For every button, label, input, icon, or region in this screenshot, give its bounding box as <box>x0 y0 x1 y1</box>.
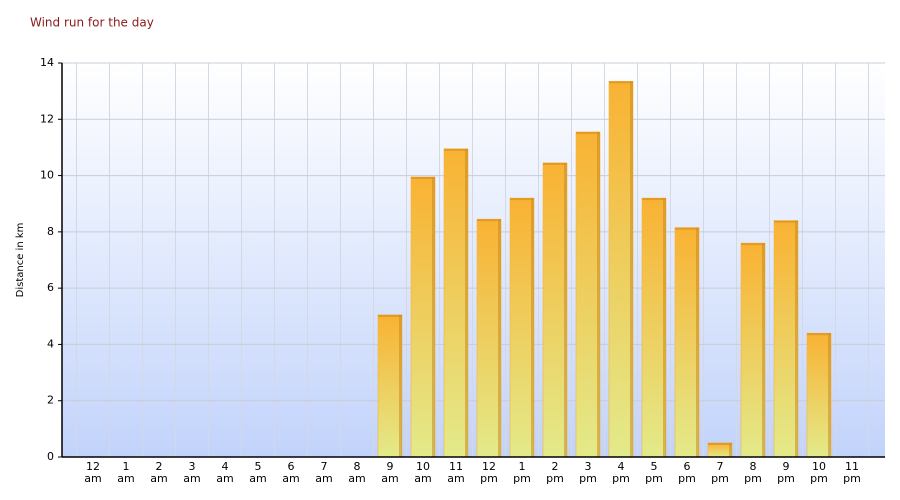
bar-side <box>696 227 699 457</box>
x-tick-label: 5 am <box>249 460 267 485</box>
x-tick-label: 8 am <box>348 460 366 485</box>
bar-top <box>510 198 534 201</box>
x-tick-label: 1 am <box>117 460 135 485</box>
bar-side <box>663 198 666 458</box>
x-tick-label: 3 pm <box>579 460 597 485</box>
x-tick-label: 12 pm <box>480 460 498 485</box>
bar <box>575 131 601 458</box>
x-tick-label: 3 am <box>183 460 201 485</box>
bar <box>542 162 568 458</box>
x-tick-label: 11 am <box>447 460 465 485</box>
x-tick-label: 6 pm <box>678 460 696 485</box>
x-tick-label: 7 am <box>315 460 333 485</box>
x-tick-label: 5 pm <box>645 460 663 485</box>
x-tick-label: 1 pm <box>513 460 531 485</box>
bar <box>377 314 403 458</box>
bar-side <box>399 314 402 457</box>
bar-top <box>444 148 468 151</box>
y-tick-label: 10 <box>40 169 54 182</box>
x-tick-label: 9 am <box>381 460 399 485</box>
bar-top <box>378 314 402 317</box>
chart-title: Wind run for the day <box>30 16 154 30</box>
bar-side <box>795 220 798 457</box>
y-tick-label: 8 <box>47 225 54 238</box>
bar-top <box>774 220 798 223</box>
bar <box>740 242 766 458</box>
bar <box>476 218 502 458</box>
bar-top <box>675 227 699 230</box>
y-tick-label: 0 <box>47 450 54 463</box>
x-tick-label: 7 pm <box>711 460 729 485</box>
bar-top <box>477 219 501 222</box>
bar-top <box>807 333 831 336</box>
bar-side <box>828 333 831 457</box>
x-tick-label: 9 pm <box>777 460 795 485</box>
y-tick-label: 2 <box>47 394 54 407</box>
x-tick-label: 6 am <box>282 460 300 485</box>
bar-side <box>597 131 600 457</box>
bar <box>608 80 634 458</box>
bar-top <box>543 162 567 165</box>
bar <box>410 176 436 458</box>
bar-top <box>576 131 600 134</box>
x-tick-label: 4 pm <box>612 460 630 485</box>
bar-side <box>432 176 435 457</box>
x-tick-label: 10 pm <box>810 460 828 485</box>
bar <box>773 220 799 458</box>
bar-top <box>642 198 666 201</box>
bar <box>641 197 667 458</box>
x-tick-label: 8 pm <box>744 460 762 485</box>
bar <box>443 148 469 458</box>
x-tick-label: 4 am <box>216 460 234 485</box>
x-tick-label: 12 am <box>84 460 102 485</box>
bar <box>707 442 733 458</box>
bar-side <box>531 198 534 458</box>
x-tick-label: 2 am <box>150 460 168 485</box>
x-tick-label: 2 pm <box>546 460 564 485</box>
bar-top <box>741 243 765 246</box>
bar <box>806 332 832 458</box>
x-tick-label: 10 am <box>414 460 432 485</box>
y-tick-label: 12 <box>40 112 54 125</box>
bar-top <box>708 442 732 445</box>
y-tick-label: 14 <box>40 56 54 69</box>
bar <box>674 227 700 458</box>
bar-side <box>498 219 501 457</box>
bar-side <box>729 442 732 457</box>
bar-side <box>630 81 633 458</box>
bar <box>509 197 535 458</box>
y-tick-label: 4 <box>47 337 54 350</box>
bar-side <box>762 243 765 457</box>
y-axis-label: Distance in km <box>15 223 26 298</box>
bar-top <box>609 81 633 84</box>
bar-side <box>465 148 468 458</box>
x-tick-label: 11 pm <box>843 460 861 485</box>
y-tick-label: 6 <box>47 281 54 294</box>
bar-top <box>411 176 435 179</box>
bar-side <box>564 162 567 457</box>
